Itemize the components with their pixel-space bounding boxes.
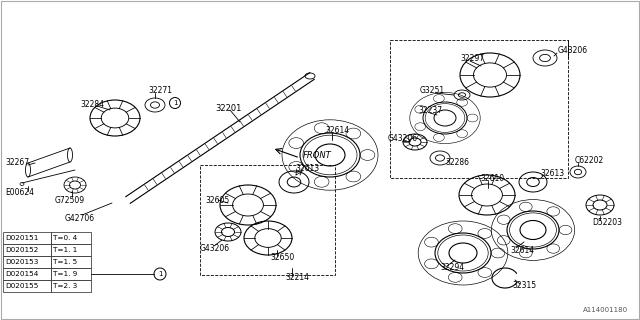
Bar bbox=[3, 256, 51, 268]
Text: 32614: 32614 bbox=[325, 125, 349, 134]
Bar bbox=[51, 280, 91, 292]
Text: 32267: 32267 bbox=[5, 157, 29, 166]
Text: 32610: 32610 bbox=[480, 173, 504, 182]
Text: 1: 1 bbox=[157, 271, 163, 277]
Bar bbox=[51, 244, 91, 256]
Text: 32286: 32286 bbox=[445, 157, 469, 166]
Text: 32614: 32614 bbox=[510, 245, 534, 254]
Text: 32201: 32201 bbox=[215, 103, 241, 113]
Bar bbox=[3, 244, 51, 256]
Text: D52203: D52203 bbox=[592, 218, 622, 227]
Text: 32294: 32294 bbox=[440, 263, 464, 273]
Text: T=2. 3: T=2. 3 bbox=[53, 283, 77, 289]
Text: G3251: G3251 bbox=[420, 85, 445, 94]
Bar bbox=[51, 232, 91, 244]
Bar bbox=[3, 280, 51, 292]
Text: T=1. 1: T=1. 1 bbox=[53, 247, 77, 253]
Text: G43206: G43206 bbox=[388, 133, 418, 142]
Text: 32214: 32214 bbox=[285, 274, 309, 283]
Text: C62202: C62202 bbox=[575, 156, 604, 164]
Text: D020154: D020154 bbox=[5, 271, 38, 277]
Text: 32613: 32613 bbox=[295, 164, 319, 172]
Text: A114001180: A114001180 bbox=[583, 307, 628, 313]
Bar bbox=[3, 268, 51, 280]
Text: D020152: D020152 bbox=[5, 247, 38, 253]
Bar bbox=[3, 232, 51, 244]
Text: 32650: 32650 bbox=[270, 253, 294, 262]
Text: 32284: 32284 bbox=[80, 100, 104, 108]
Text: 32271: 32271 bbox=[148, 85, 172, 94]
Text: D020153: D020153 bbox=[5, 259, 38, 265]
Text: FRONT: FRONT bbox=[303, 150, 332, 159]
Text: G42706: G42706 bbox=[65, 213, 95, 222]
Text: G43206: G43206 bbox=[200, 244, 230, 252]
Text: G72509: G72509 bbox=[55, 196, 85, 204]
Text: D020155: D020155 bbox=[5, 283, 38, 289]
Text: 32605: 32605 bbox=[205, 196, 229, 204]
Text: 1: 1 bbox=[173, 100, 177, 106]
Bar bbox=[51, 268, 91, 280]
Text: E00624: E00624 bbox=[5, 188, 34, 196]
Text: G43206: G43206 bbox=[558, 45, 588, 54]
Bar bbox=[200, 165, 335, 275]
Text: T=1. 9: T=1. 9 bbox=[53, 271, 77, 277]
Bar bbox=[390, 40, 568, 178]
Text: 32297: 32297 bbox=[460, 53, 484, 62]
Text: T=1. 5: T=1. 5 bbox=[53, 259, 77, 265]
Bar bbox=[51, 256, 91, 268]
Text: T=0. 4: T=0. 4 bbox=[53, 235, 77, 241]
Text: 32237: 32237 bbox=[418, 106, 442, 115]
Text: 32315: 32315 bbox=[512, 281, 536, 290]
Text: D020151: D020151 bbox=[5, 235, 38, 241]
Text: 32613: 32613 bbox=[540, 169, 564, 178]
